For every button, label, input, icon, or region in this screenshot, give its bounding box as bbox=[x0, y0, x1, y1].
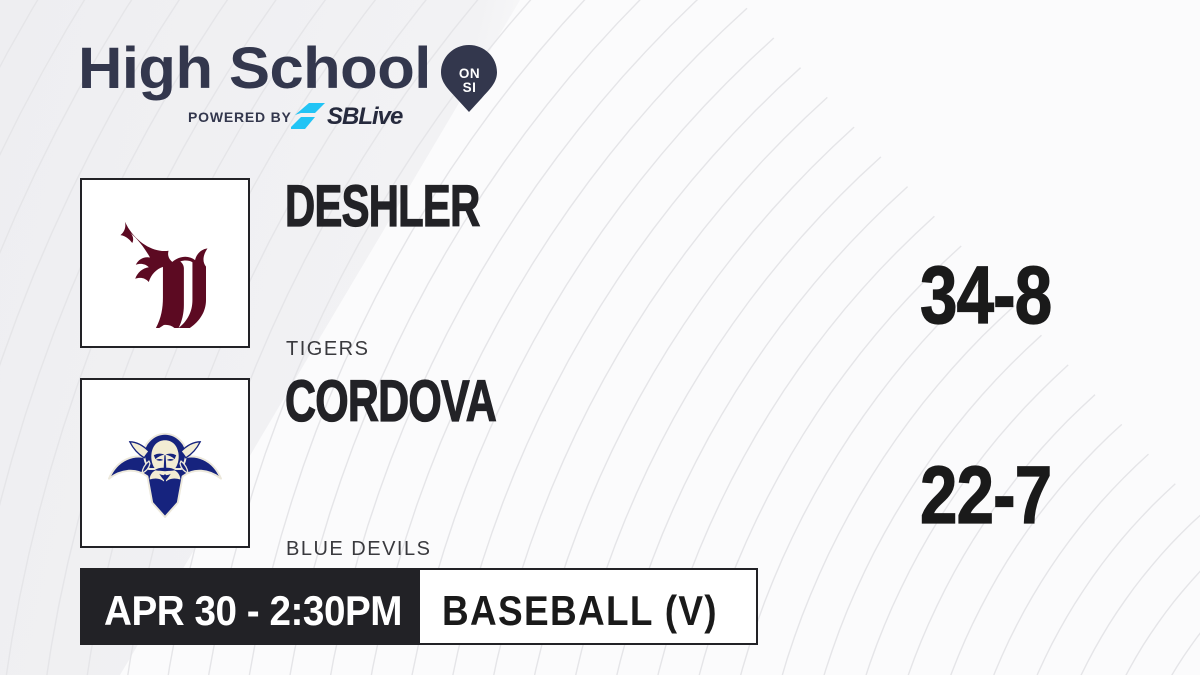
svg-text:SBLive: SBLive bbox=[327, 103, 403, 130]
svg-text:SI: SI bbox=[463, 80, 477, 95]
svg-text:ON: ON bbox=[459, 66, 480, 81]
